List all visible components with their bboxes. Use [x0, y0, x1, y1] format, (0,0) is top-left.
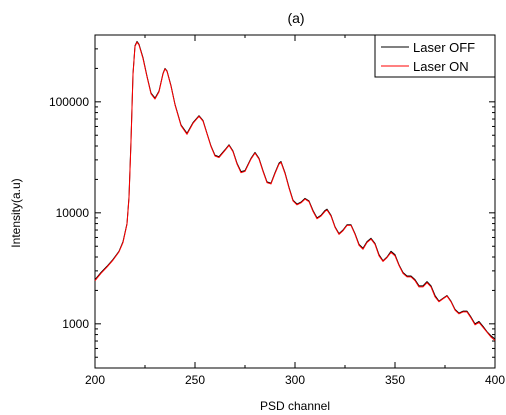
- x-axis-label: PSD channel: [260, 399, 330, 413]
- y-tick-label: 100000: [49, 95, 89, 109]
- y-tick-label: 1000: [62, 317, 89, 331]
- x-tick-label: 350: [385, 373, 405, 387]
- legend-label-laser-off: Laser OFF: [413, 40, 475, 55]
- x-axis-ticks: 200 250 300 350 400: [85, 35, 505, 387]
- y-tick-label: 10000: [56, 206, 90, 220]
- x-tick-label: 250: [185, 373, 205, 387]
- chart-title: (a): [287, 10, 304, 26]
- y-axis-ticks: 1000 10000 100000: [49, 34, 495, 369]
- y-axis-label: Intensity(a.u): [9, 178, 23, 247]
- legend: Laser OFF Laser ON: [374, 34, 496, 78]
- x-tick-label: 300: [285, 373, 305, 387]
- series-line-laser-on: [94, 41, 496, 341]
- x-tick-label: 200: [85, 373, 105, 387]
- series-line-laser-off: [94, 40, 496, 340]
- series-layer: [94, 40, 496, 341]
- legend-label-laser-on: Laser ON: [413, 59, 469, 74]
- x-tick-label: 400: [485, 373, 505, 387]
- legend-box: [374, 34, 496, 78]
